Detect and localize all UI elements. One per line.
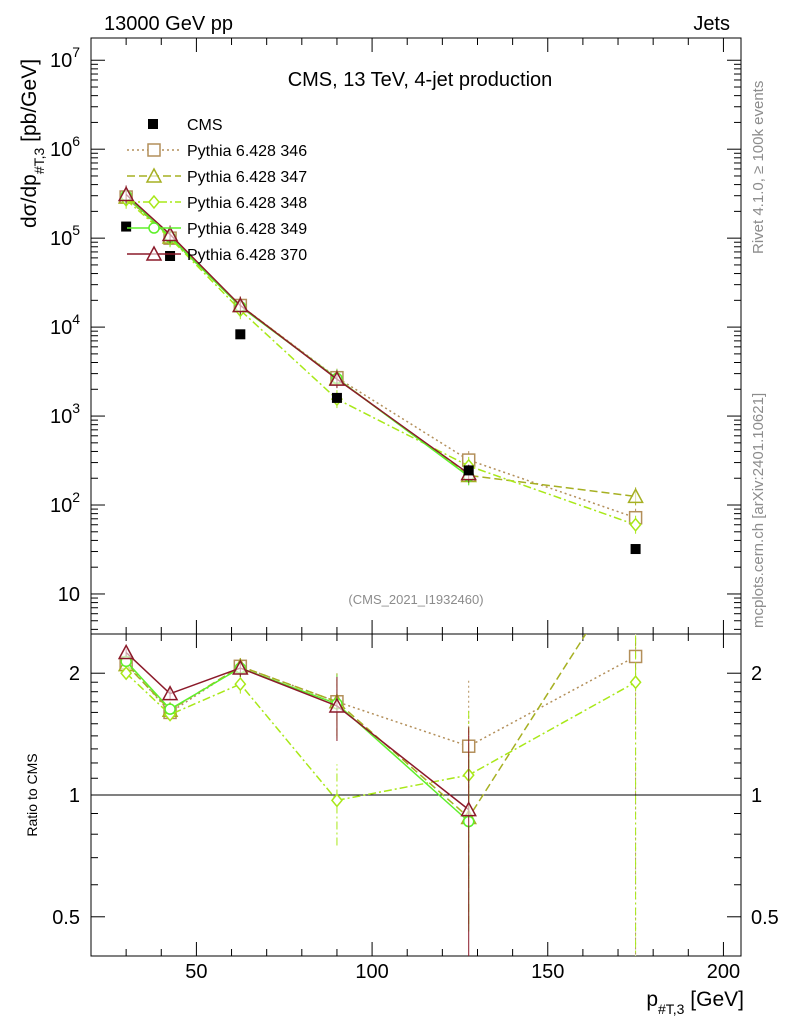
ratio-line: [125, 651, 470, 811]
x-axis-label: p#T,3 [GeV]: [646, 988, 744, 1017]
y-tick-exponent: 5: [72, 222, 80, 238]
x-tick-label: 200: [707, 961, 740, 983]
mc-point: [627, 487, 644, 504]
ratio-point: [232, 659, 249, 675]
y-tick-exponent: 4: [72, 311, 80, 327]
ratio-axis-label: Ratio to CMS: [24, 753, 40, 836]
x-tick-label: 100: [355, 961, 388, 983]
y-tick-label: 102: [50, 489, 80, 517]
y-tick-base: 10: [50, 139, 72, 161]
ratio-axis-ticks: [91, 634, 741, 957]
legend-marker: [148, 222, 160, 234]
y-tick-base: 10: [50, 317, 72, 339]
ratio-point: [330, 793, 343, 808]
y-tick-label: 103: [50, 400, 80, 428]
cms-data-point: [165, 250, 176, 261]
y-tick-exponent: 7: [72, 44, 80, 60]
ratio-point: [460, 801, 477, 817]
cms-data-point: [630, 544, 641, 555]
mc-point: [232, 296, 249, 313]
ratio-point: [234, 676, 247, 692]
ratio-series-group: [117, 634, 643, 956]
legend-marker: [145, 245, 163, 261]
y-tick-label: 10: [58, 584, 80, 606]
x-axis-label-main: p: [646, 988, 658, 1011]
main-axis-ticks: [91, 38, 741, 634]
ratio-line: [125, 634, 587, 819]
ratio-tick-label: 0.5: [52, 907, 80, 929]
y-tick-label: 107: [50, 44, 80, 72]
mc-line: [125, 199, 636, 526]
y-tick-base: 10: [50, 228, 72, 250]
ratio-point: [328, 697, 346, 713]
x-tick-label: 150: [531, 961, 564, 983]
mcplots-label: mcplots.cern.ch [arXiv:2401.10621]: [750, 393, 767, 628]
ratio-line: [125, 660, 470, 823]
y-tick-exponent: 6: [72, 133, 80, 149]
y-tick-label: 106: [50, 133, 80, 161]
y-axis-label: dσ/dp#T,3 [pb/GeV]: [18, 59, 47, 228]
cms-data-point: [331, 392, 342, 403]
legend-label: Pythia 6.428 347: [187, 169, 307, 186]
legend-label: Pythia 6.428 348: [187, 195, 307, 212]
mc-series-main: [117, 185, 644, 534]
ratio-point: [120, 666, 133, 681]
legend-cms-marker: [148, 119, 158, 129]
x-axis-label-unit: [GeV]: [684, 988, 744, 1011]
mc-point: [328, 370, 346, 386]
ratio-tick-label: 1: [69, 785, 80, 807]
ratio-point: [629, 675, 642, 690]
legend-label: Pythia 6.428 346: [187, 143, 307, 160]
chart-title: CMS, 13 TeV, 4-jet production: [288, 69, 553, 91]
y-tick-label: 105: [50, 222, 80, 250]
x-tick-labels: 50 100 150 200: [185, 961, 740, 983]
ratio-point: [117, 643, 135, 660]
cms-data-points: [121, 221, 641, 555]
ratio-tick-labels: 0.5 0.5 1 1 2 2: [52, 663, 779, 929]
y-tick-exponent: 3: [72, 400, 80, 416]
ratio-tick-label-right: 0.5: [751, 907, 779, 929]
mc-point: [629, 517, 642, 532]
ratio-point: [164, 703, 176, 715]
cms-data-point: [235, 329, 246, 340]
cms-data-point: [121, 221, 132, 232]
y-tick-base: 10: [50, 495, 72, 517]
mc-point: [117, 185, 135, 202]
y-tick-exponent: 2: [72, 489, 80, 505]
legend-cms-label: CMS: [187, 117, 223, 134]
legend-marker: [148, 194, 160, 210]
ratio-point: [161, 685, 179, 701]
analysis-tag: (CMS_2021_I1932460): [348, 592, 483, 607]
cms-data-point: [463, 465, 474, 476]
rivet-label: Rivet 4.1.0, ≥ 100k events: [750, 81, 767, 254]
legend-marker: [145, 167, 163, 183]
mc-line: [125, 196, 636, 519]
ratio-tick-label-right: 2: [751, 663, 762, 685]
ratio-tick-label-right: 1: [751, 785, 762, 807]
y-axis-label-unit: [pb/GeV]: [18, 59, 41, 148]
y-axis-label-sub: #T,3: [31, 147, 47, 174]
y-tick-label: 104: [50, 311, 80, 339]
mc-point: [161, 225, 179, 242]
legend-marker: [147, 143, 161, 157]
legend-label: Pythia 6.428 370: [187, 247, 307, 264]
ratio-line: [125, 655, 636, 748]
legend-label: Pythia 6.428 349: [187, 221, 307, 238]
header-right: Jets: [693, 13, 730, 35]
header-left: 13000 GeV pp: [104, 13, 233, 35]
x-axis-label-sub: #T,3: [658, 1001, 685, 1017]
y-tick-base: 10: [50, 50, 72, 72]
y-tick-base: 10: [50, 406, 72, 428]
y-tick-base: 10: [58, 584, 80, 606]
y-axis-label-main: dσ/dp: [18, 174, 41, 228]
ratio-tick-label: 2: [69, 663, 80, 685]
x-tick-label: 50: [185, 961, 207, 983]
legend: CMS Pythia 6.428 346 Pythia 6.428 347 Pythi…: [127, 117, 307, 264]
ratio-line: [125, 672, 636, 802]
mc-series-ratio: [117, 634, 643, 956]
mc-line: [125, 196, 636, 498]
